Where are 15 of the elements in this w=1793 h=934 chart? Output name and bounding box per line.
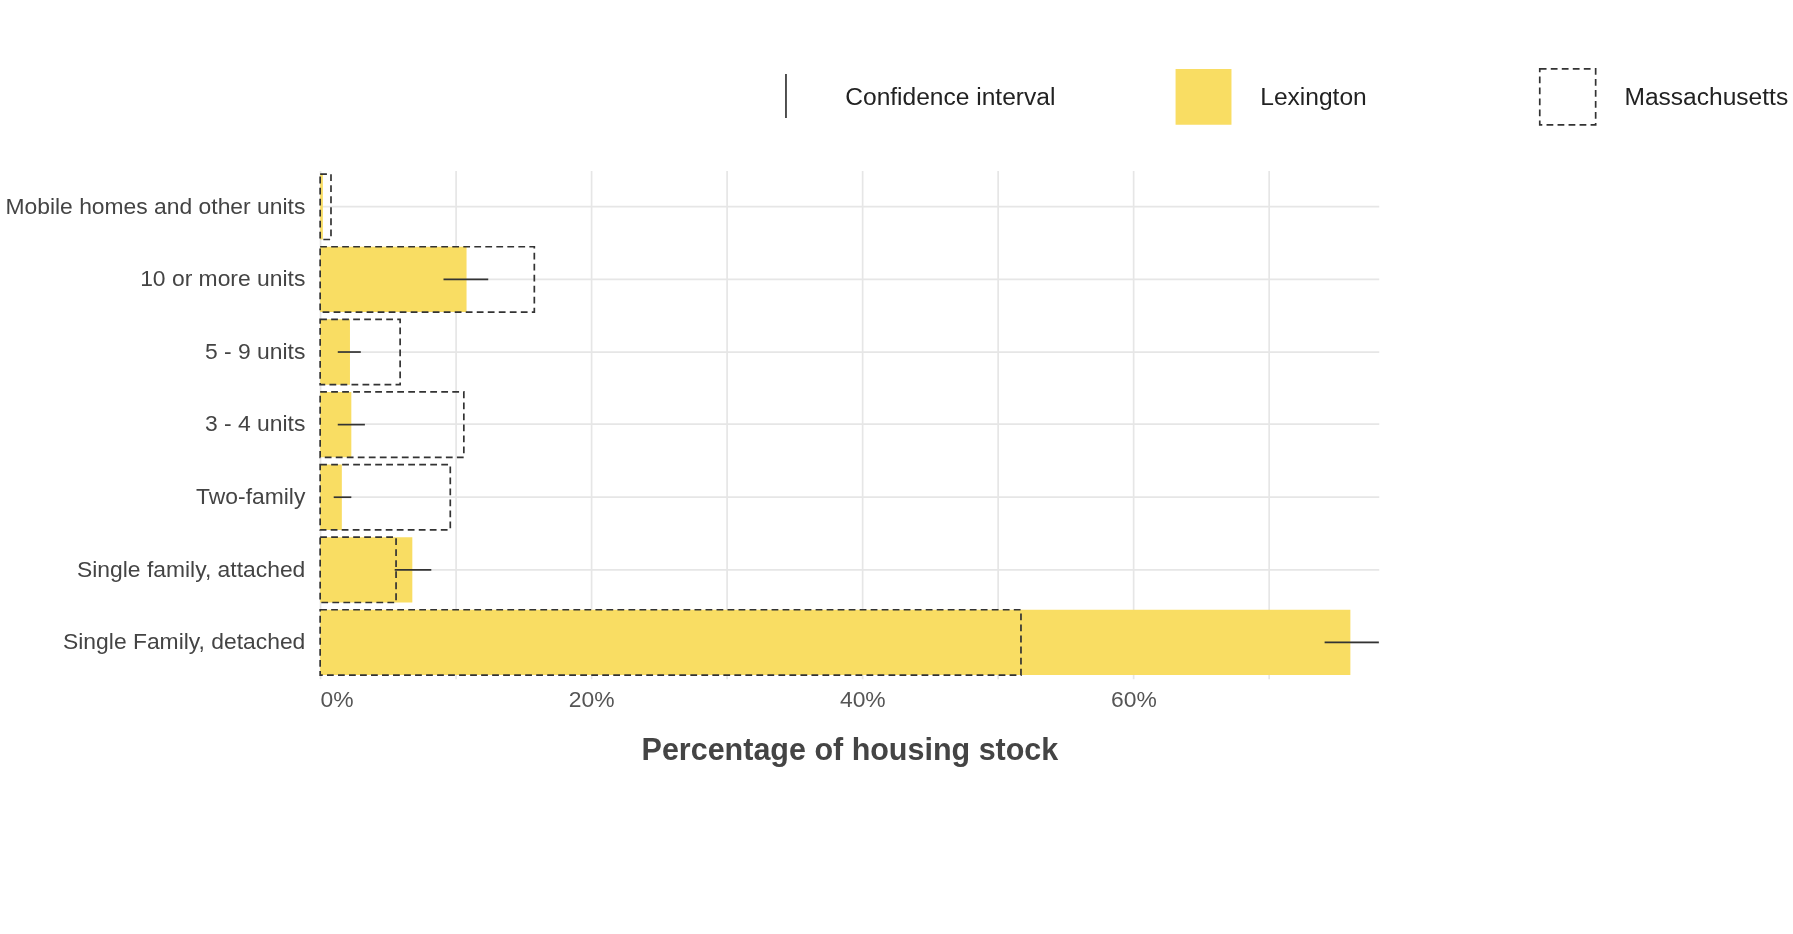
y-tick-label: Single Family, detached <box>63 628 306 655</box>
legend-label: Lexington <box>1260 83 1367 111</box>
x-axis-title: Percentage of housing stock <box>641 732 1059 768</box>
legend-label: Massachusetts <box>1624 83 1789 111</box>
y-tick-label: 3 - 4 units <box>204 410 306 437</box>
x-tick-label: 0% <box>320 686 354 713</box>
x-tick-label: 20% <box>568 686 615 713</box>
y-tick-label: 5 - 9 units <box>204 337 306 364</box>
y-tick-label: Mobile homes and other units <box>5 192 306 219</box>
x-tick-label: 60% <box>1111 686 1157 713</box>
y-tick-label: Two-family <box>196 482 306 509</box>
y-tick-label: Single family, attached <box>77 555 306 582</box>
text: Confidence interval <box>845 83 1056 111</box>
y-tick-label: 10 or more units <box>140 265 306 292</box>
x-tick-label: 40% <box>839 686 886 713</box>
